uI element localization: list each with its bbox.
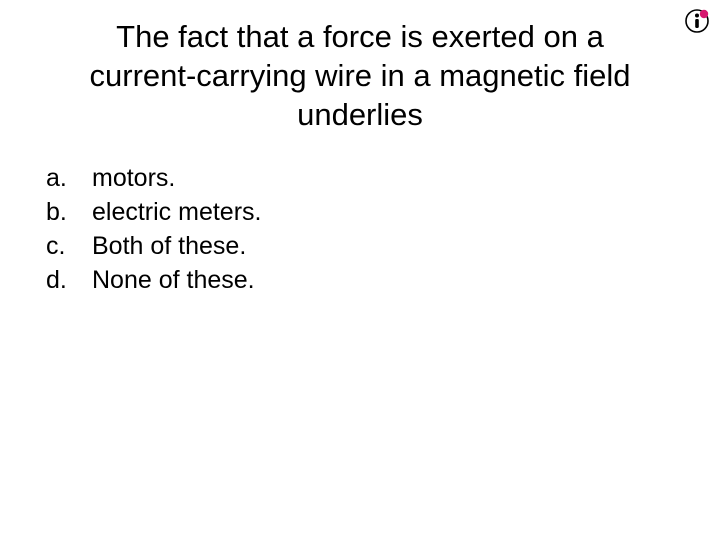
option-marker: a. (44, 162, 92, 196)
option-text: electric meters. (92, 196, 680, 230)
question-title: The fact that a force is exerted on a cu… (40, 18, 680, 134)
option-marker: c. (44, 230, 92, 264)
option-text: Both of these. (92, 230, 680, 264)
option-marker: d. (44, 264, 92, 298)
options-list: a. motors. b. electric meters. c. Both o… (40, 162, 680, 297)
option-a: a. motors. (44, 162, 680, 196)
option-c: c. Both of these. (44, 230, 680, 264)
option-d: d. None of these. (44, 264, 680, 298)
info-i-icon (684, 8, 710, 34)
option-text: motors. (92, 162, 680, 196)
option-text: None of these. (92, 264, 680, 298)
option-b: b. electric meters. (44, 196, 680, 230)
option-marker: b. (44, 196, 92, 230)
slide-container: The fact that a force is exerted on a cu… (0, 0, 720, 540)
